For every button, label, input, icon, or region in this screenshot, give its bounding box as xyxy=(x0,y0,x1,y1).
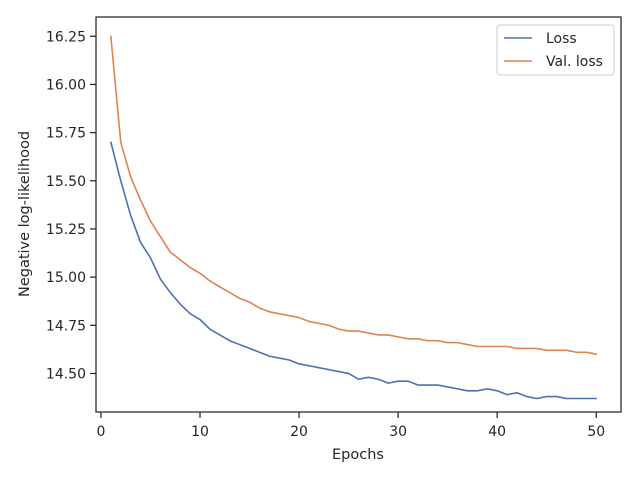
series-layer xyxy=(110,35,598,400)
y-tick-label: 16.00 xyxy=(46,77,86,93)
y-tick-label: 14.50 xyxy=(46,366,86,382)
y-tick-label: 15.00 xyxy=(46,270,86,286)
y-axis-label: Negative log-likelihood xyxy=(17,131,33,297)
x-tick-label: 20 xyxy=(290,424,308,440)
y-tick-label: 15.50 xyxy=(46,174,86,190)
y-axis: 14.50 14.75 15.00 15.25 15.50 15.75 16.00 16.25 xyxy=(46,29,96,382)
legend-label-loss: Loss xyxy=(546,31,577,47)
x-tick-label: 30 xyxy=(389,424,407,440)
x-tick-label: 50 xyxy=(587,424,605,440)
series-line-loss xyxy=(110,141,598,400)
y-tick-label: 15.25 xyxy=(46,222,86,238)
y-tick-label: 14.75 xyxy=(46,318,86,334)
x-tick-label: 10 xyxy=(191,424,209,440)
y-tick-label: 16.25 xyxy=(46,29,86,45)
x-tick-label: 0 xyxy=(96,424,105,440)
legend-label-val-loss: Val. loss xyxy=(546,54,603,70)
x-axis: 0 10 20 30 40 50 xyxy=(96,412,605,440)
x-tick-label: 40 xyxy=(488,424,506,440)
legend: Loss Val. loss xyxy=(496,24,615,76)
plot-frame xyxy=(95,16,622,413)
y-tick-label: 15.75 xyxy=(46,126,86,142)
x-axis-label: Epochs xyxy=(332,447,384,463)
plot-background xyxy=(96,17,621,412)
series-line-val-loss xyxy=(110,35,598,356)
